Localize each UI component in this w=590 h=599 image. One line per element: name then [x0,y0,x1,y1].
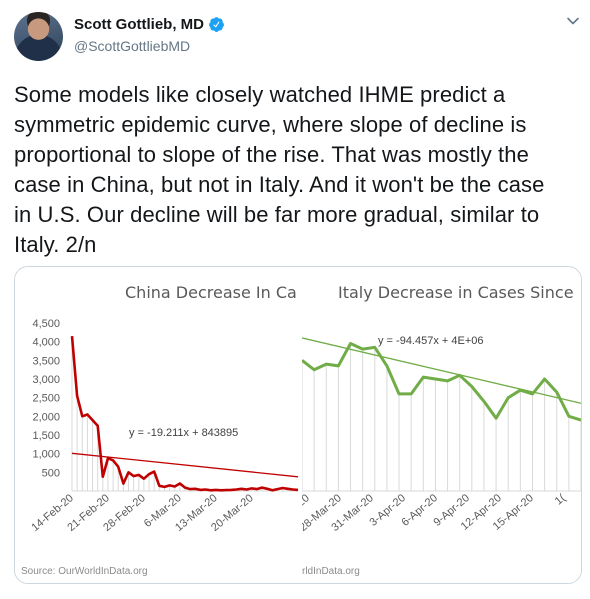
y-tick-label: 3,500 [32,355,60,367]
tweet-text-line: Italy. 2/n [14,232,97,257]
y-tick-label: 4,500 [32,318,60,330]
series-line [302,342,581,422]
author-row: Scott Gottlieb, MD [74,16,225,33]
series-line [70,335,299,492]
media-attachment[interactable]: China Decrease In Ca 4,500 4,000 3,500 3,00… [14,266,582,584]
y-tick-label: 1,000 [32,449,60,461]
chart-source: Source: OurWorldInData.org [21,566,148,577]
chart-title: Italy Decrease in Cases Since [338,283,574,302]
italy-chart-image[interactable]: Italy Decrease in Cases Since ?-ar-20 28-… [302,267,581,583]
tweet-text-line: case in China, but not in Italy. And it … [14,172,545,197]
y-tick-label: 4,000 [32,337,60,349]
tweet-text-line: proportional to slope of the rise. That … [14,142,529,167]
trendline-equation: y = -94.457x + 4E+06 [378,335,484,347]
author-name[interactable]: Scott Gottlieb, MD [74,16,204,33]
y-tick-label: 2,000 [32,411,60,423]
y-tick-label: 2,500 [32,393,60,405]
chevron-down-icon[interactable] [566,14,580,28]
y-tick-label: 1,500 [32,430,60,442]
x-tick-label: 1( [553,492,568,508]
avatar[interactable] [14,12,63,61]
china-chart: China Decrease In Ca 4,500 4,000 3,500 3,00… [21,283,299,577]
verified-badge-icon [209,17,224,32]
chart-source: rldInData.org [302,566,360,577]
italy-chart: Italy Decrease in Cases Since ?-ar-2028-… [302,283,581,577]
trendline [71,452,299,478]
chart-title: China Decrease In Ca [125,283,297,302]
media-divider [300,267,302,583]
y-tick-label: 3,000 [32,374,60,386]
tweet-text-line: in U.S. Our decline will be far more gra… [14,202,540,227]
tweet-text: Some models like closely watched IHME pr… [14,80,576,260]
china-chart-image[interactable]: China Decrease In Ca 4,500 4,000 3,500 3,00… [15,267,300,583]
trendline-equation: y = -19.211x + 843895 [129,427,238,439]
tweet-text-line: Some models like closely watched IHME pr… [14,82,506,107]
y-tick-label: 500 [42,467,60,479]
author-handle[interactable]: @ScottGottliebMD [74,38,191,54]
trendline [302,337,581,404]
tweet-text-line: symmetric epidemic curve, where slope of… [14,112,527,137]
